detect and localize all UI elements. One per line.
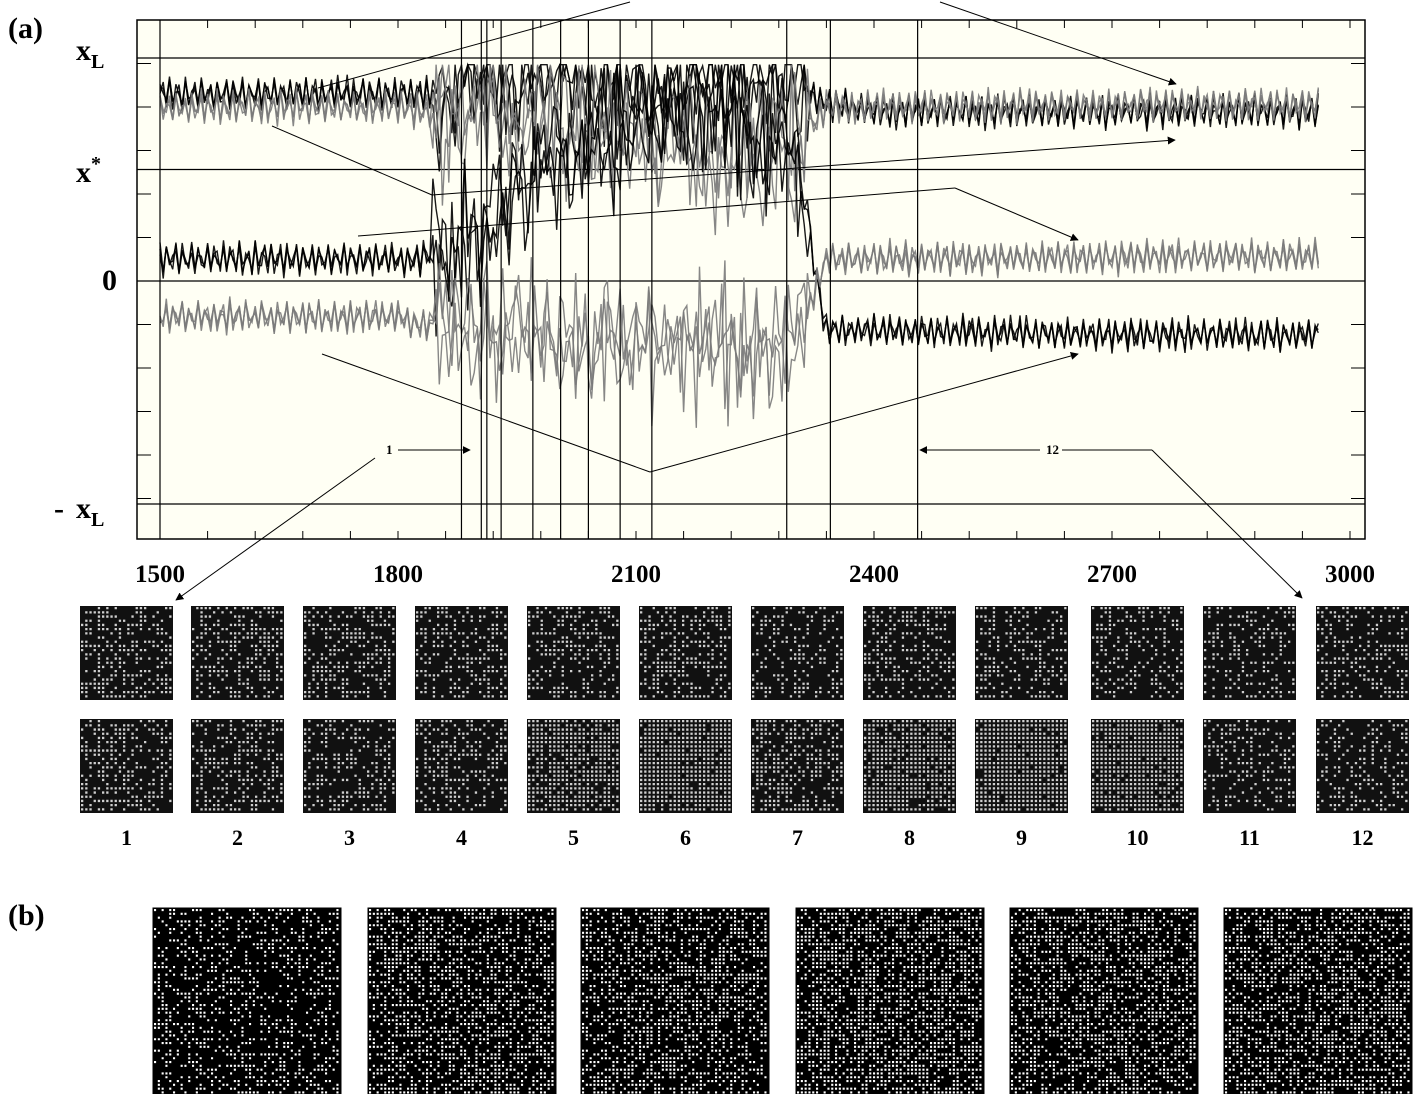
x-tick-label: 2100 [611,561,661,588]
snapshot-label: 10 [1127,825,1149,850]
annotation-line [954,187,1079,241]
snapshot-top [639,606,732,700]
snapshot-labels: 1 2 3 4 5 6 7 8 9 10 11 12 [121,825,1374,850]
snapshot-label: 8 [904,825,915,850]
plot-grid [137,20,1365,539]
y-label-zero: 0 [102,264,117,297]
snapshot-label: 11 [1239,825,1260,850]
pattern-image [1009,907,1199,1094]
snapshot-top [80,606,173,700]
annotation-line [431,136,1176,196]
snapshot-top [1316,606,1409,700]
pattern-image [367,907,557,1094]
y-label-xstar: x* [76,153,101,189]
annotation-line [939,1,1177,86]
annotation-line [175,457,376,601]
x-tick-labels: 1500 1800 2100 2400 2700 3000 [135,561,1375,588]
snapshot-bottom [863,719,956,813]
pattern-image [795,907,985,1094]
snapshot-bottom [191,719,284,813]
series-line [159,64,1319,353]
series-line [159,236,1319,428]
x-tick-label: 1500 [135,561,185,588]
pattern-image [580,907,770,1094]
snapshot-label: 3 [344,825,355,850]
snapshot-bottom [303,719,396,813]
snapshot-top [1203,606,1296,700]
snapshot-bottom [751,719,844,813]
snapshot-bottom [1203,719,1296,813]
snapshot-top [303,606,396,700]
panel-label-b: (b) [8,899,45,932]
series-line [159,62,1319,161]
annotation-line [357,187,956,237]
x-tick-label: 3000 [1325,561,1375,588]
snapshot-row-top [80,606,1409,700]
annotation-arrows [175,1,1303,601]
pattern-image [152,907,342,1094]
snapshot-label: 1 [121,825,132,850]
x-tick-label: 1800 [373,561,423,588]
annotation-line [317,1,631,89]
x-tick-label: 2400 [849,561,899,588]
snapshot-label: 2 [232,825,243,850]
snapshot-label: 4 [456,825,467,850]
pattern-image [1223,907,1413,1094]
marker-label-first: 1 [386,442,393,457]
marker-label-last: 12 [1046,442,1059,457]
snapshot-bottom [80,719,173,813]
snapshot-bottom [975,719,1068,813]
series-layer [159,62,1319,428]
snapshot-top [751,606,844,700]
x-tick-label: 2700 [1087,561,1137,588]
snapshot-top [975,606,1068,700]
snapshot-bottom [527,719,620,813]
y-label-xL: xL [76,34,104,73]
panel-label-a: (a) [8,12,43,45]
snapshot-label: 9 [1016,825,1027,850]
panel-b-patterns [152,907,1413,1094]
annotation-line [1151,449,1303,599]
snapshot-top [191,606,284,700]
annotation-line [649,352,1079,473]
snapshot-top [1091,606,1184,700]
snapshot-time-lines [159,20,919,539]
snapshot-label: 6 [680,825,691,850]
snapshot-bottom [1091,719,1184,813]
snapshot-row-bottom [80,719,1409,813]
snapshot-top [527,606,620,700]
snapshot-top [863,606,956,700]
annotation-line [321,353,651,473]
snapshot-label: 5 [568,825,579,850]
snapshot-bottom [1316,719,1409,813]
snapshot-label: 7 [792,825,803,850]
annotation-line [271,125,433,196]
snapshot-top [415,606,508,700]
snapshot-bottom [415,719,508,813]
y-label-neg-xL: - xL [54,492,104,531]
snapshot-label: 12 [1352,825,1374,850]
snapshot-bottom [639,719,732,813]
